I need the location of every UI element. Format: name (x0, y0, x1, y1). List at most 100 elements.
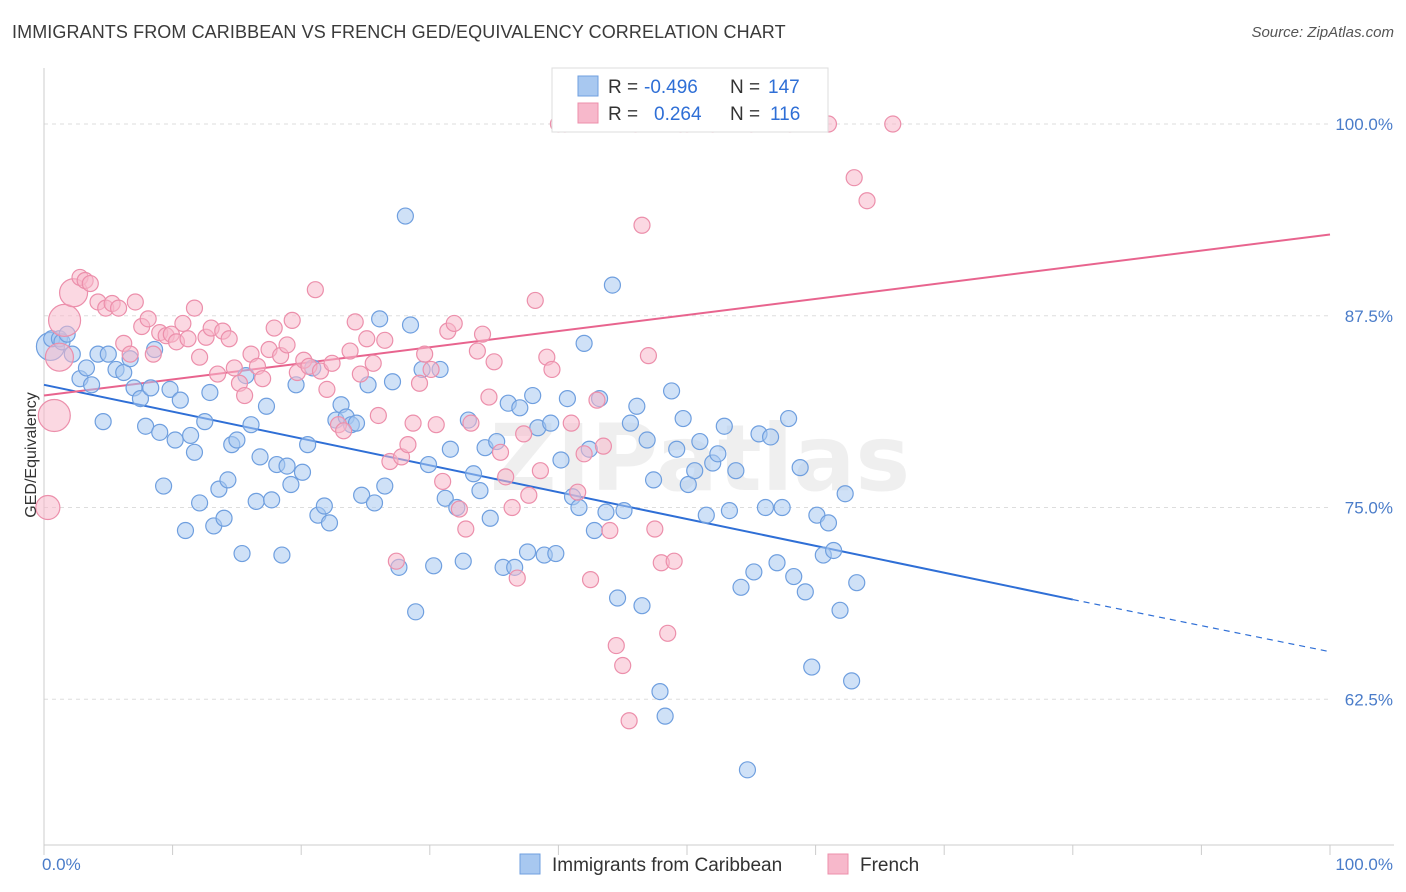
point-caribbean (651, 682, 669, 701)
point-caribbean (401, 316, 420, 334)
point-caribbean (471, 482, 489, 500)
point-french (485, 353, 503, 371)
point-caribbean (656, 707, 674, 725)
point-french (410, 374, 429, 392)
point-french (358, 330, 376, 348)
point-caribbean (131, 390, 150, 408)
point-caribbean (779, 409, 798, 428)
point-french (220, 330, 238, 348)
point-caribbean (843, 672, 861, 690)
point-french (462, 414, 480, 432)
point-french (575, 445, 593, 463)
legend-swatch-blue (577, 75, 599, 97)
point-caribbean (371, 310, 389, 328)
point-caribbean (441, 440, 459, 458)
point-french (633, 216, 651, 234)
point-caribbean (228, 431, 246, 449)
point-french (335, 422, 353, 440)
point-caribbean (376, 477, 394, 495)
point-caribbean (419, 455, 438, 474)
point-french (44, 342, 75, 372)
point-caribbean (273, 546, 291, 564)
bottom-legend-swatch-pink (827, 853, 849, 875)
point-french (37, 398, 71, 433)
point-caribbean (171, 391, 189, 409)
point-caribbean (347, 414, 366, 432)
point-french (665, 552, 683, 570)
point-caribbean (263, 491, 281, 509)
point-caribbean (353, 486, 371, 504)
point-french (121, 345, 139, 363)
point-caribbean (773, 498, 791, 517)
point-french (185, 299, 204, 317)
series-french-points (35, 115, 902, 730)
point-caribbean (182, 426, 200, 445)
point-french (531, 462, 549, 480)
point-french (109, 299, 128, 317)
y-tick-label: 100.0% (1335, 115, 1393, 134)
point-caribbean (662, 382, 681, 400)
bottom-legend-label-pink: French (860, 855, 919, 876)
point-french (422, 360, 440, 379)
point-caribbean (215, 509, 233, 527)
point-caribbean (136, 417, 155, 435)
point-french (254, 370, 272, 388)
point-caribbean (638, 431, 656, 449)
point-caribbean (691, 432, 709, 451)
point-caribbean (796, 583, 814, 601)
trend-line-caribbean (43, 383, 1074, 601)
point-french (508, 569, 526, 587)
legend-r-label-blue: R = (608, 77, 638, 98)
point-french (225, 359, 243, 377)
point-caribbean (621, 414, 640, 432)
point-caribbean (732, 578, 750, 596)
point-french (520, 486, 538, 504)
point-caribbean (674, 409, 692, 428)
point-caribbean (679, 475, 697, 494)
point-french (884, 115, 902, 133)
point-french (283, 311, 301, 329)
point-french (376, 331, 394, 349)
point-caribbean (819, 514, 838, 532)
point-caribbean (219, 471, 237, 489)
point-french (364, 354, 382, 372)
point-french (594, 437, 613, 455)
legend-n-label-blue: N = (730, 77, 760, 98)
bottom-legend-swatch-blue (519, 853, 541, 875)
point-french (526, 291, 544, 310)
point-caribbean (542, 414, 560, 432)
point-caribbean (585, 521, 604, 540)
point-caribbean (77, 359, 96, 377)
point-caribbean (803, 658, 821, 676)
point-caribbean (709, 445, 727, 463)
point-french (588, 391, 606, 409)
point-french (562, 414, 580, 432)
point-caribbean (825, 541, 843, 560)
point-french (646, 520, 664, 538)
point-french (497, 468, 515, 486)
point-caribbean (115, 363, 133, 382)
point-french (341, 342, 359, 360)
point-caribbean (142, 379, 160, 397)
legend-n-label-pink: N = (730, 104, 760, 125)
point-caribbean (407, 603, 425, 621)
point-french (81, 274, 99, 293)
point-french (639, 347, 658, 365)
legend-n-value-pink: 116 (770, 104, 800, 125)
chart-source: Source: ZipAtlas.com (1251, 24, 1394, 41)
point-french (318, 380, 336, 399)
point-french (569, 483, 587, 501)
point-caribbean (597, 503, 615, 521)
point-caribbean (176, 521, 195, 540)
point-caribbean (151, 423, 169, 441)
x-tick-labels: 0.0% 100.0% (42, 855, 1393, 874)
y-tick-label: 62.5% (1345, 690, 1393, 709)
point-french (236, 386, 254, 405)
legend-r-label-pink: R = (608, 104, 638, 125)
point-caribbean (278, 457, 296, 475)
point-caribbean (745, 563, 763, 581)
point-caribbean (552, 451, 570, 469)
point-caribbean (720, 501, 739, 520)
y-tick-label: 87.5% (1345, 307, 1393, 326)
point-french (323, 354, 341, 372)
